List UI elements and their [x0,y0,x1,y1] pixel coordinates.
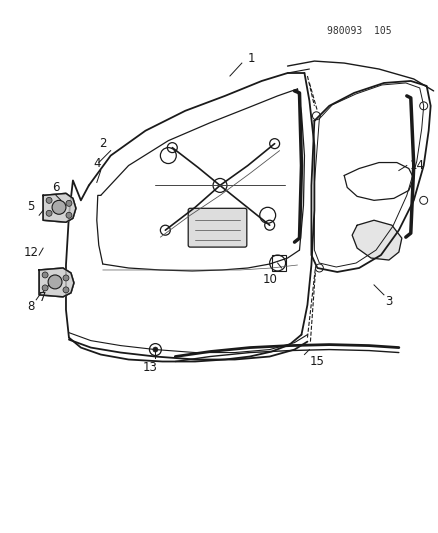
Circle shape [42,285,48,291]
Polygon shape [39,268,74,297]
Circle shape [66,200,72,206]
Text: 6: 6 [52,181,60,194]
Text: 15: 15 [309,355,324,368]
Text: 10: 10 [261,273,276,286]
Text: 7: 7 [39,292,47,304]
Text: 12: 12 [24,246,39,259]
FancyBboxPatch shape [188,208,246,247]
Circle shape [46,211,52,216]
Polygon shape [351,220,401,260]
Text: 8: 8 [28,300,35,313]
Text: 1: 1 [247,52,255,64]
Circle shape [152,347,158,352]
Text: 5: 5 [28,200,35,213]
Polygon shape [43,193,76,222]
Circle shape [63,275,69,281]
Circle shape [52,200,66,214]
Text: 4: 4 [93,157,100,170]
Circle shape [48,275,62,289]
Circle shape [66,212,72,218]
Text: 3: 3 [385,295,392,308]
Text: 14: 14 [408,159,423,172]
Circle shape [63,287,69,293]
Text: 13: 13 [143,361,158,374]
Circle shape [46,197,52,203]
Text: 980093  105: 980093 105 [326,26,391,36]
Bar [271,255,285,271]
Text: 2: 2 [99,137,106,150]
Circle shape [42,272,48,278]
